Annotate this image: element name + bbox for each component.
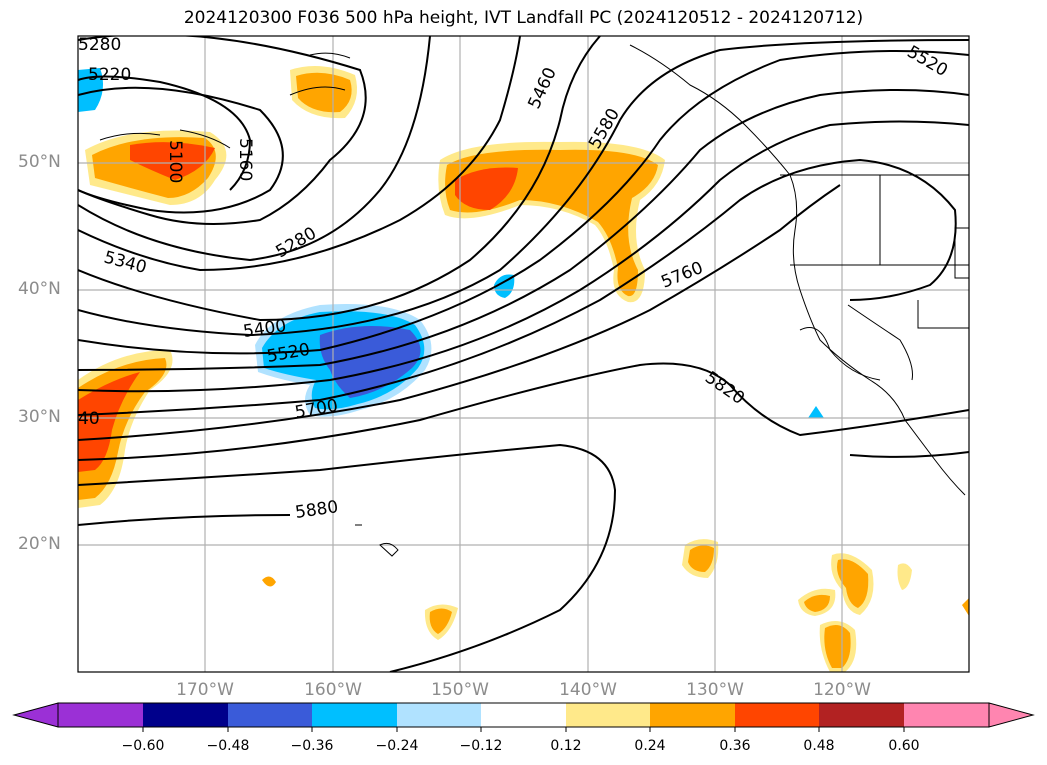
coastlines [99, 44, 969, 557]
shade-negative-4 [494, 274, 515, 298]
contour-label: 40 [78, 409, 100, 429]
shade-positive-15 [429, 608, 452, 634]
shade-positive-18 [804, 594, 830, 612]
contour-label: 5460 [524, 64, 560, 112]
lat-label-20n: 20°N [18, 534, 61, 554]
lat-label-30n: 30°N [18, 407, 61, 427]
lon-label-160w: 160°W [304, 680, 362, 700]
colorbar-tick-label: −0.36 [290, 738, 334, 754]
lat-label-40n: 40°N [18, 279, 61, 299]
colorbar-tick-label: 0.60 [888, 738, 920, 754]
colorbar [12, 702, 1035, 732]
colorbar-tick-label: 0.12 [550, 738, 582, 754]
contour-label: 5520 [904, 42, 951, 81]
map-frame [77, 35, 970, 673]
shade-positive-16 [262, 576, 276, 587]
shade-positive-5 [296, 72, 352, 113]
contour-label: 5760 [658, 258, 706, 293]
lon-label-170w: 170°W [176, 680, 234, 700]
colorbar-tick-label: −0.24 [375, 738, 419, 754]
lon-label-120w: 120°W [813, 680, 871, 700]
map-title: 2024120300 F036 500 hPa height, IVT Land… [183, 8, 864, 28]
shade-positive-3 [130, 142, 215, 180]
height-contours [78, 36, 969, 672]
shade-positive-11 [78, 372, 140, 472]
colorbar-extend-high [988, 702, 1035, 728]
contour-label: 5280 [273, 223, 320, 262]
colorbar-extend-low [12, 702, 59, 728]
lat-label-50n: 50°N [18, 152, 61, 172]
contour-label: 5340 [102, 248, 149, 279]
lon-label-150w: 150°W [431, 680, 489, 700]
shade-positive-20 [837, 559, 869, 608]
gridlines [78, 36, 969, 672]
contour-label: 5280 [78, 35, 121, 55]
colorbar-tick-label: 0.24 [634, 738, 666, 754]
contour-label: 5160 [235, 138, 255, 181]
contour-label: 5100 [165, 140, 185, 183]
colorbar-tick-label: −0.12 [459, 738, 503, 754]
contour-label: 5220 [88, 65, 131, 85]
colorbar-tick-label: 0.48 [803, 738, 835, 754]
shade-positive-22 [824, 624, 851, 668]
shade-positive-23 [897, 563, 912, 590]
shade-positive-24 [962, 598, 969, 616]
shade-negative-6 [808, 406, 824, 418]
contour-label: 5820 [701, 368, 748, 409]
lon-label-140w: 140°W [559, 680, 617, 700]
shade-positive-13 [688, 545, 714, 572]
lon-label-130w: 130°W [686, 680, 744, 700]
shade-positive-8 [455, 167, 518, 210]
colorbar-tick-label: −0.48 [206, 738, 250, 754]
colorbar-tick-label: −0.60 [121, 738, 165, 754]
colorbar-tick-label: 0.36 [719, 738, 751, 754]
